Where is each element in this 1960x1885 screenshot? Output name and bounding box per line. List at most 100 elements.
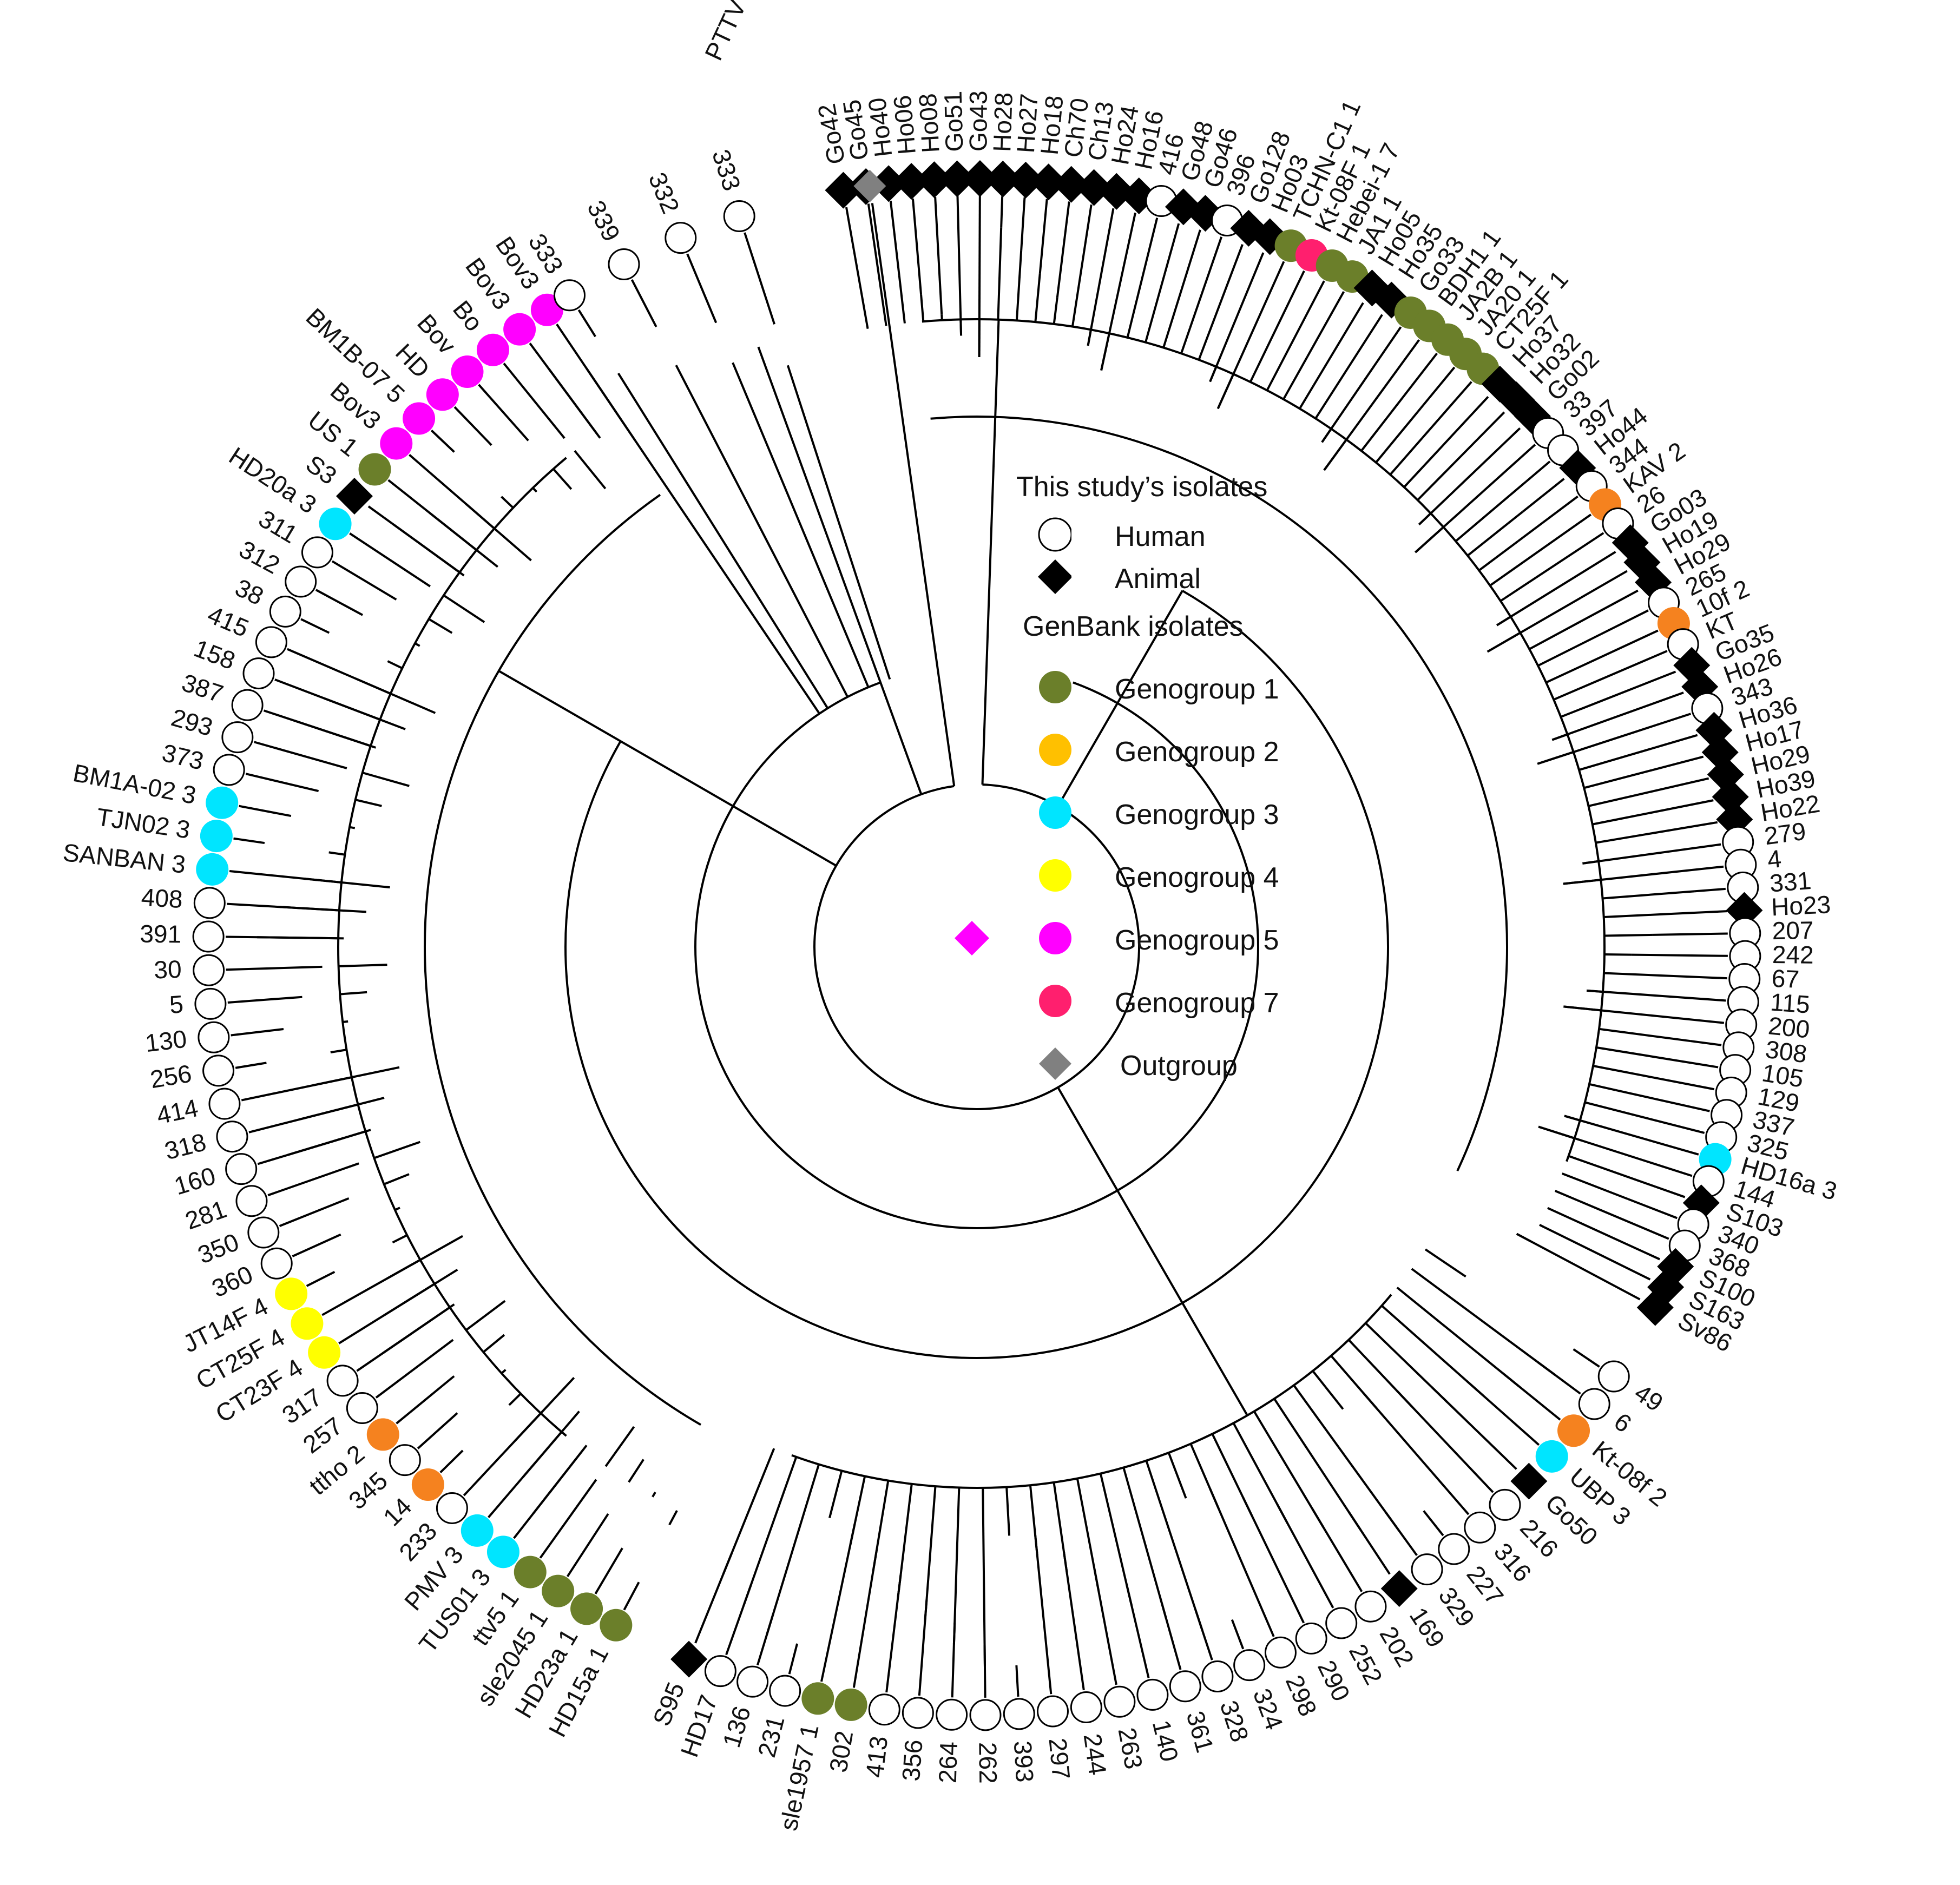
leaf-marker	[1030, 163, 1067, 201]
leaf-marker	[1053, 166, 1090, 203]
tree-branch	[1056, 201, 1070, 298]
tree-branch	[585, 367, 820, 715]
tree-branch	[1578, 743, 1668, 771]
tree-branch	[292, 1233, 341, 1257]
leaf-marker	[1597, 1360, 1630, 1393]
leaf-label: 30	[154, 955, 182, 984]
tree-branch	[338, 964, 387, 967]
tree-branch	[1396, 1287, 1520, 1387]
legend-title-study: This study’s isolates	[1016, 471, 1268, 503]
leaf-marker	[208, 1088, 241, 1120]
leaf-marker	[242, 657, 275, 690]
legend-g3-label: Genogroup 3	[1115, 799, 1279, 831]
tree-branch	[1029, 1485, 1038, 1556]
tree-branch	[1499, 597, 1506, 602]
leaf-marker	[570, 1592, 603, 1625]
leaf-label: 207	[1772, 916, 1814, 945]
tree-branch	[1588, 794, 1636, 807]
tree-branch	[429, 512, 477, 551]
tree-branch	[574, 450, 607, 490]
tree-branch	[1537, 633, 1602, 667]
leaf-marker	[1535, 1440, 1568, 1473]
tree-branch	[1145, 274, 1166, 343]
legend-human: Human	[1007, 514, 1418, 557]
tree-branch	[1145, 1460, 1203, 1631]
tree-branch	[1582, 860, 1599, 865]
leaf-marker	[1169, 1670, 1201, 1703]
tree-branch	[623, 1581, 640, 1611]
leaf-marker	[801, 1682, 834, 1715]
tree-branch	[233, 837, 265, 845]
leaf-label: 231	[752, 1713, 790, 1760]
leaf-marker	[670, 1640, 708, 1678]
tree-branch	[1314, 413, 1320, 419]
leaf-label: Bo	[448, 295, 489, 336]
legend-g2-label: Genogroup 2	[1115, 736, 1279, 768]
tree-branch	[300, 1103, 359, 1121]
tree-branch	[539, 1479, 597, 1559]
leaf-label: 350	[194, 1228, 243, 1269]
tree-branch	[1242, 1497, 1305, 1624]
leaf-label: 408	[141, 883, 184, 913]
tree-branch	[1478, 540, 1519, 571]
legend-g7-label: Genogroup 7	[1115, 987, 1279, 1019]
leaf-label: 67	[1771, 964, 1800, 993]
tree-branch	[386, 1258, 421, 1280]
leaf-label: 256	[148, 1059, 194, 1094]
tree-branch	[1694, 887, 1726, 893]
leaf-marker	[216, 1121, 248, 1153]
tree-branch	[1053, 296, 1058, 325]
tree-branch	[1582, 843, 1721, 865]
leaf-marker	[1075, 169, 1113, 206]
leaf-marker	[723, 200, 755, 232]
leaf-marker	[326, 1365, 359, 1397]
tree-branch	[744, 232, 775, 325]
tree-branch	[1563, 879, 1601, 885]
tree-branch	[898, 275, 906, 324]
tree-branch	[956, 196, 963, 336]
leaf-label: 105	[1760, 1058, 1805, 1093]
leaf-label: 136	[717, 1703, 756, 1751]
tree-arc	[424, 493, 702, 1426]
tree-branch	[1653, 932, 1728, 936]
leaf-marker	[1007, 161, 1044, 199]
tree-branch	[1381, 1304, 1484, 1396]
leaf-marker	[902, 1697, 934, 1729]
outgroup-diamond-icon	[1039, 1047, 1071, 1080]
tree-branch	[349, 826, 356, 829]
tree-branch	[231, 1027, 284, 1037]
leaf-marker	[608, 248, 640, 281]
tree-branch	[1599, 1209, 1669, 1240]
tree-branch	[1273, 1398, 1362, 1531]
tree-branch	[1211, 1433, 1254, 1518]
tree-branch	[1420, 411, 1505, 497]
leaf-marker	[1557, 1414, 1590, 1447]
leaf-label: 308	[1764, 1035, 1808, 1069]
tree-branch	[501, 1369, 507, 1374]
leaf-label: Ho06	[888, 94, 921, 156]
tree-branch	[279, 1197, 350, 1227]
tree-branch	[315, 589, 364, 616]
leaf-marker	[366, 1418, 399, 1451]
leaf-label: 297	[1043, 1737, 1075, 1781]
tree-branch	[1298, 280, 1325, 329]
leaf-label: 302	[824, 1729, 858, 1774]
leaf-labels: Go42Go45Ho40Ho06Ho08Go51Go43Ho28Ho27Ho18…	[62, 90, 1840, 1833]
leaf-label: 262	[974, 1742, 1002, 1784]
tree-branch	[396, 1375, 455, 1425]
tree-branch	[1000, 196, 1004, 228]
leaf-marker	[1233, 1649, 1266, 1682]
leaf-label: 263	[1113, 1725, 1148, 1771]
leaf-label: Go51	[939, 90, 969, 152]
tree-branch	[1564, 1115, 1581, 1122]
tree-branch	[686, 253, 718, 324]
leaf-marker	[984, 160, 1022, 197]
genogroup2-dot-icon	[1039, 734, 1071, 766]
leaf-label: SANBAN 3	[62, 838, 187, 879]
leaf-label: 391	[140, 919, 181, 948]
tree-branch	[1554, 1190, 1601, 1211]
leaf-label: 413	[860, 1735, 893, 1779]
leaf-marker	[1726, 892, 1763, 929]
leaf-marker	[961, 160, 998, 197]
tree-branch	[652, 1491, 656, 1498]
